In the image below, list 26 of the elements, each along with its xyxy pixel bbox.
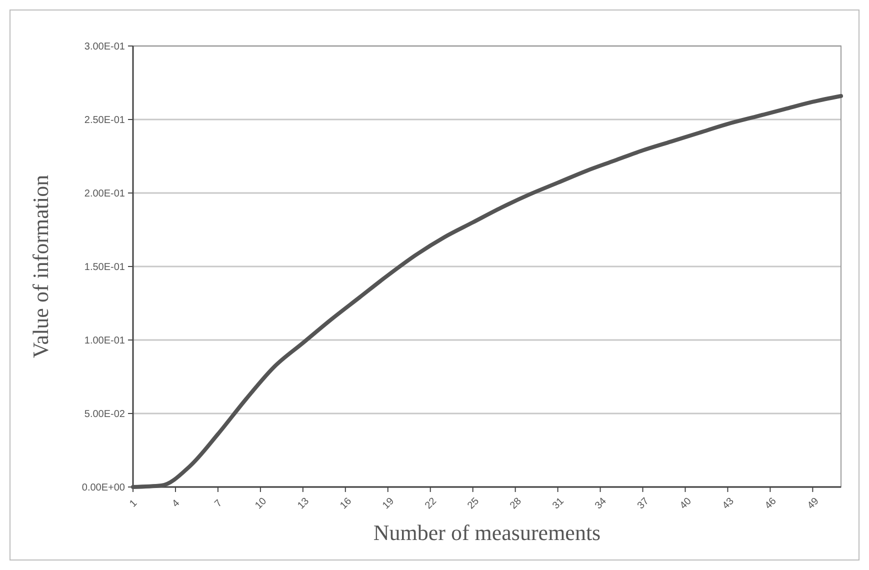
y-tick-label: 2.00E-01 (84, 188, 126, 200)
x-tick-label: 34 (593, 496, 610, 512)
x-tick-label: 49 (806, 496, 822, 512)
x-tick-label: 10 (253, 496, 270, 512)
x-tick-label: 40 (678, 496, 694, 512)
y-tick-label: 3.00E-01 (84, 42, 126, 52)
x-tick-label: 13 (296, 496, 312, 512)
y-tick-label: 1.50E-01 (84, 262, 126, 273)
x-tick-label: 25 (466, 496, 482, 512)
y-tick-label: 5.00E-02 (84, 409, 126, 420)
y-tick-label: 2.50E-01 (84, 115, 126, 126)
y-tick-label: 1.00E-01 (84, 336, 126, 346)
x-tick-label: 16 (338, 496, 354, 512)
y-axis-title: Value of information (28, 174, 53, 358)
x-tick-label: 28 (508, 496, 524, 512)
x-tick-label: 43 (720, 496, 737, 512)
x-tick-label: 19 (380, 496, 397, 512)
x-tick-label: 37 (636, 496, 652, 512)
x-tick-label: 46 (763, 496, 780, 512)
x-tick-label: 7 (212, 498, 225, 510)
x-tick-label: 1 (128, 498, 140, 510)
x-tick-label: 31 (550, 496, 567, 512)
y-tick-label: 0.00E+00 (82, 482, 126, 494)
x-axis-title: Number of measurements (373, 520, 601, 545)
x-tick-label: 22 (423, 496, 440, 512)
x-tick-label: 4 (170, 498, 182, 510)
